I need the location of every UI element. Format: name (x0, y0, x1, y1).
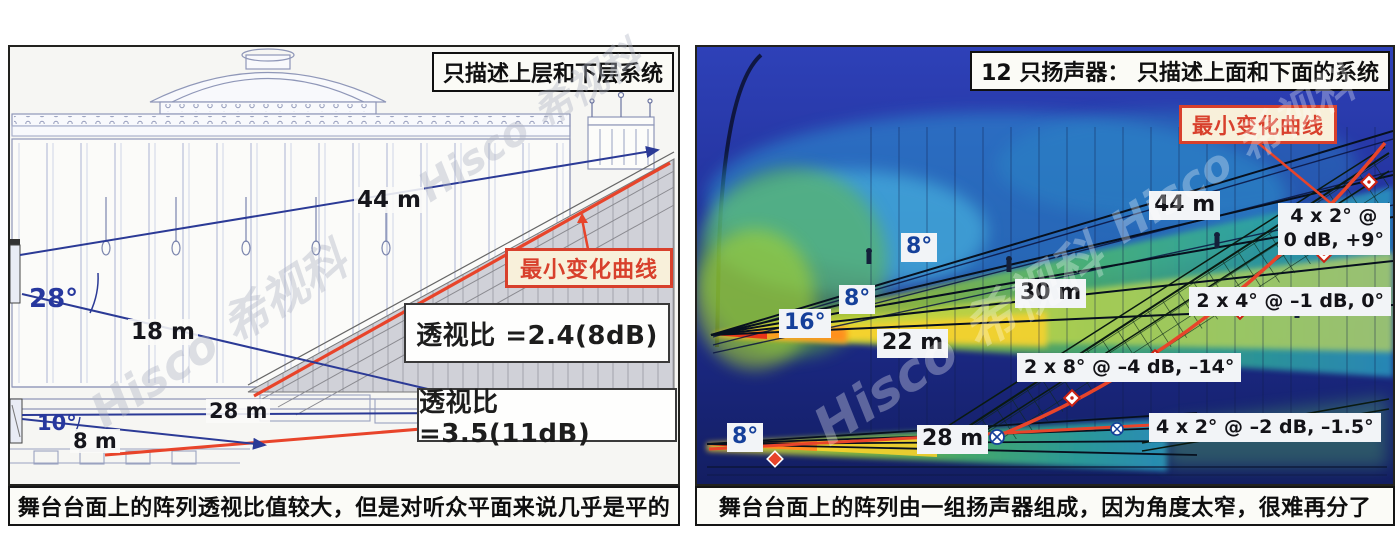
left-panel: 只描述上层和下层系统 最小变化曲线 透视比 =2.4(8dB) 透视比 =3.5… (8, 45, 680, 526)
left-min-curve-label: 最小变化曲线 (505, 248, 673, 288)
upper-array-fan (10, 146, 660, 401)
ratio-lower-box: 透视比 =3.5(11dB) (417, 388, 677, 449)
left-drawing-area: 只描述上层和下层系统 最小变化曲线 透视比 =2.4(8dB) 透视比 =3.5… (8, 45, 680, 486)
left-caption: 舞台台面上的阵列透视比值较大，但是对听众平面来说几乎是平的 (8, 486, 680, 526)
dist-18m-label: 18 m (128, 319, 198, 346)
min-variance-curve-red (104, 161, 671, 457)
right-panel: 12 只扬声器： 只描述上面和下面的系统 最小变化曲线 44 m 8° 8° 1… (695, 45, 1395, 526)
column-grid (847, 127, 1393, 432)
right-drawing-area: 12 只扬声器： 只描述上面和下面的系统 最小变化曲线 44 m 8° 8° 1… (695, 45, 1395, 486)
dist-44m-chip: 44 m (1149, 191, 1221, 220)
dist-22m-chip: 22 m (877, 329, 949, 358)
dist-8m-label: 8 m (70, 429, 120, 454)
angle-16-chip: 16° (779, 309, 831, 338)
dist-44m-label: 44 m (354, 187, 424, 214)
config-1-line1: 4 x 2° @ (1290, 205, 1378, 227)
right-min-curve-label: 最小变化曲线 (1179, 105, 1337, 144)
right-header-box: 12 只扬声器： 只描述上面和下面的系统 (970, 51, 1390, 91)
speaker-config-3-chip: 2 x 8° @ –4 dB, –14° (1017, 353, 1242, 382)
angle-8-chip-lower: 8° (727, 423, 764, 452)
ratio-upper-box: 透视比 =2.4(8dB) (404, 303, 670, 363)
concert-hall-facade (10, 48, 571, 410)
speaker-config-4-chip: 4 x 2° @ –2 dB, –1.5° (1149, 413, 1381, 442)
config-1-line2: 0 dB, +9° (1283, 228, 1384, 251)
hall-section-drawing (10, 48, 675, 465)
dist-28m-chip: 28 m (917, 425, 989, 454)
speaker-config-2-chip: 2 x 4° @ –1 dB, 0° (1189, 287, 1391, 316)
angle-28-label: 28° (29, 284, 79, 314)
angle-8-chip-mid: 8° (839, 285, 876, 314)
dist-30m-chip: 30 m (1015, 279, 1087, 308)
rooftop-structure (587, 91, 655, 170)
dist-28m-label: 28 m (206, 399, 271, 424)
left-header-box: 只描述上层和下层系统 (431, 52, 674, 92)
angle-8-chip-upper: 8° (901, 233, 938, 262)
speaker-config-1-chip: 4 x 2° @ 0 dB, +9° (1277, 203, 1390, 255)
right-caption: 舞台台面上的阵列由一组扬声器组成，因为角度太窄，很难再分了 (695, 486, 1395, 526)
